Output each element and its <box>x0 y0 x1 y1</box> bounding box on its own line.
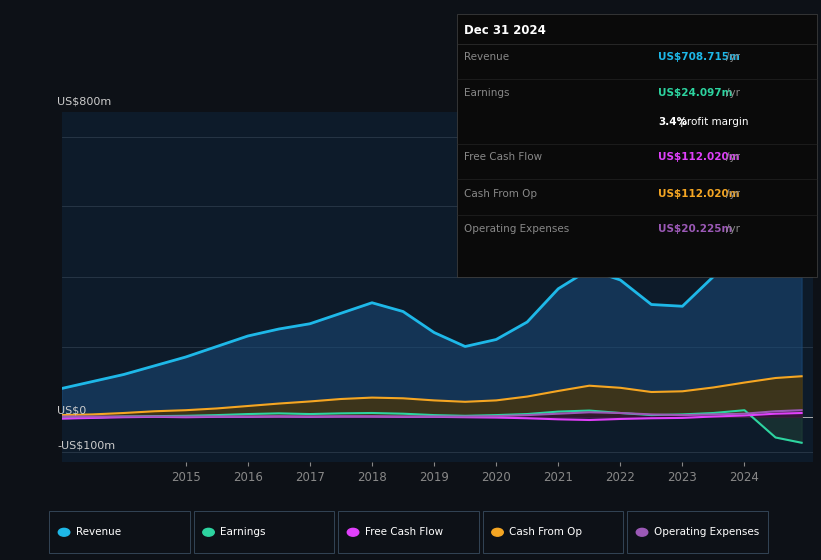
Text: US$0: US$0 <box>57 406 87 416</box>
Text: Free Cash Flow: Free Cash Flow <box>365 528 443 537</box>
Text: 3.4%: 3.4% <box>658 117 687 127</box>
Text: Dec 31 2024: Dec 31 2024 <box>464 24 546 37</box>
Text: /yr: /yr <box>726 53 740 63</box>
Text: Revenue: Revenue <box>76 528 121 537</box>
Text: Earnings: Earnings <box>464 87 509 97</box>
Text: US$112.020m: US$112.020m <box>658 152 740 162</box>
Text: US$708.715m: US$708.715m <box>658 53 741 63</box>
Text: US$20.225m: US$20.225m <box>658 224 733 234</box>
Text: Free Cash Flow: Free Cash Flow <box>464 152 542 162</box>
Text: Earnings: Earnings <box>220 528 265 537</box>
Text: /yr: /yr <box>726 87 740 97</box>
Text: profit margin: profit margin <box>677 117 748 127</box>
Text: /yr: /yr <box>726 152 740 162</box>
Text: US$24.097m: US$24.097m <box>658 87 733 97</box>
Text: Cash From Op: Cash From Op <box>464 189 537 199</box>
Text: Operating Expenses: Operating Expenses <box>654 528 759 537</box>
Text: -US$100m: -US$100m <box>57 441 116 451</box>
Text: Revenue: Revenue <box>464 53 509 63</box>
Text: Cash From Op: Cash From Op <box>509 528 582 537</box>
Text: Operating Expenses: Operating Expenses <box>464 224 569 234</box>
Text: /yr: /yr <box>726 224 740 234</box>
Text: /yr: /yr <box>726 189 740 199</box>
Text: US$800m: US$800m <box>57 96 112 106</box>
Text: US$112.020m: US$112.020m <box>658 189 740 199</box>
